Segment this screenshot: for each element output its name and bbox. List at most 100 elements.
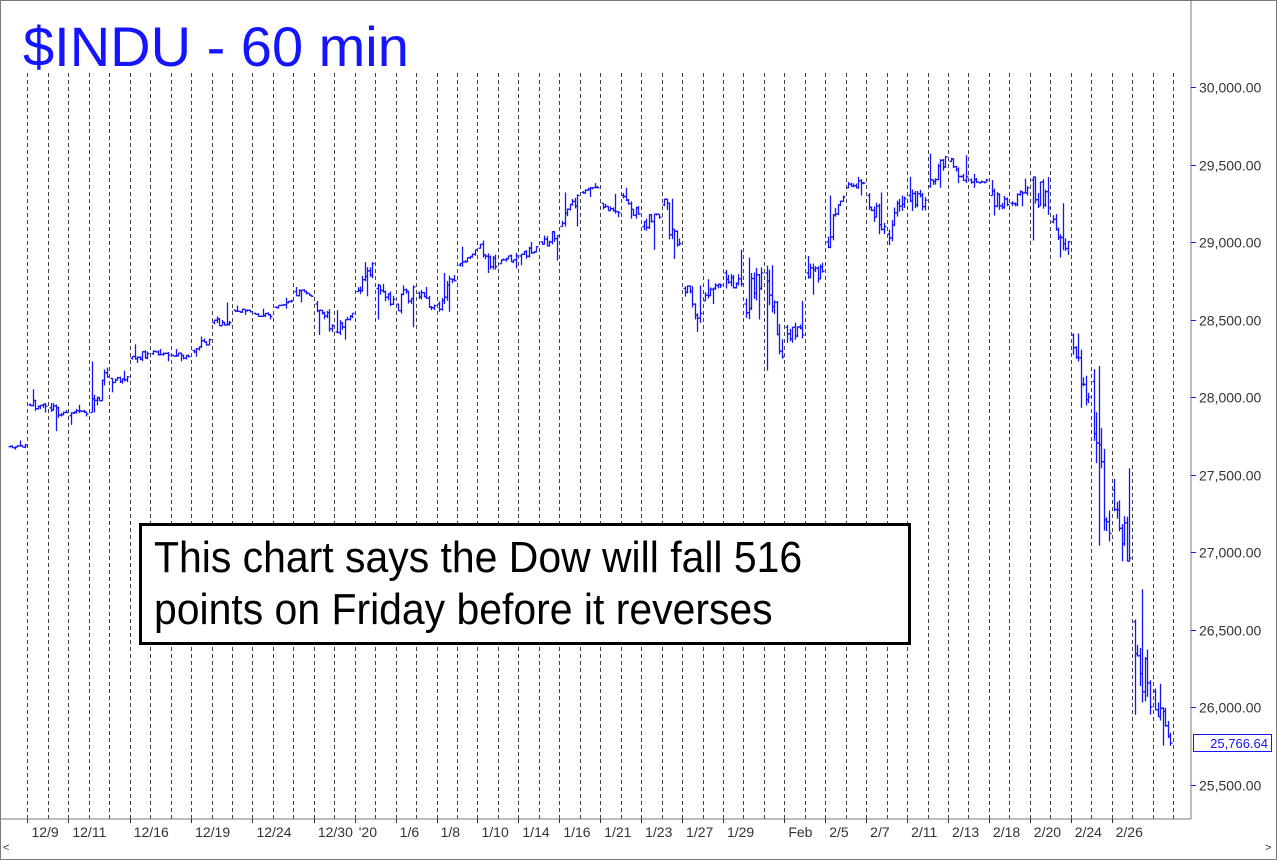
price-bar bbox=[437, 301, 442, 312]
price-bar bbox=[1002, 195, 1007, 209]
price-bars bbox=[8, 153, 1173, 746]
y-tick-label: 28,000.00 bbox=[1199, 390, 1261, 406]
x-tick-label: 1/8 bbox=[441, 824, 461, 840]
price-bar bbox=[1025, 186, 1030, 196]
price-bar bbox=[984, 178, 989, 183]
x-tick-label: 1/14 bbox=[522, 824, 549, 840]
price-bar bbox=[833, 207, 838, 217]
y-axis: 30,000.00 29,500.00 29,000.00 28,500.00 28,0… bbox=[1191, 80, 1261, 794]
scroll-right-arrow[interactable]: > bbox=[1265, 842, 1272, 854]
price-bar bbox=[207, 338, 212, 346]
price-bar bbox=[841, 195, 846, 203]
y-tick-label: 30,000.00 bbox=[1199, 80, 1261, 96]
y-tick-label: 29,000.00 bbox=[1199, 235, 1261, 251]
price-bar bbox=[199, 336, 204, 348]
price-bar bbox=[1133, 619, 1138, 715]
price-bar bbox=[493, 254, 498, 270]
price-bar bbox=[309, 294, 314, 297]
price-bar bbox=[105, 367, 110, 378]
price-bar bbox=[711, 287, 716, 304]
x-axis: 12/9 12/11 12/16 12/19 12/24 12/30 '20 1/6 1/8 1/… bbox=[27, 819, 1143, 840]
price-bar bbox=[248, 309, 253, 313]
price-bar bbox=[575, 194, 580, 227]
price-bar bbox=[1015, 193, 1020, 207]
price-bar bbox=[736, 274, 741, 286]
x-tick-label: 2/24 bbox=[1075, 824, 1102, 840]
price-bar bbox=[534, 245, 539, 253]
price-bar bbox=[1168, 732, 1173, 746]
price-bar bbox=[64, 409, 69, 414]
price-bar bbox=[616, 210, 621, 218]
x-tick-label: 1/16 bbox=[563, 824, 590, 840]
price-bar bbox=[43, 402, 48, 413]
price-bar bbox=[227, 320, 232, 326]
price-bar bbox=[636, 206, 641, 215]
x-tick-label: 2/20 bbox=[1034, 824, 1061, 840]
price-bar bbox=[677, 238, 682, 246]
price-bar bbox=[1066, 240, 1071, 255]
x-tick-label: 2/7 bbox=[870, 824, 890, 840]
x-tick-label: 1/6 bbox=[400, 824, 420, 840]
price-bar bbox=[800, 300, 805, 339]
x-tick-label: '20 bbox=[359, 824, 377, 840]
x-tick-label: 12/16 bbox=[134, 824, 169, 840]
x-tick-label: 1/10 bbox=[481, 824, 508, 840]
price-bar bbox=[1153, 688, 1158, 711]
x-tick-label: 2/11 bbox=[911, 824, 937, 840]
price-bar bbox=[861, 181, 866, 185]
x-tick-label: 12/9 bbox=[31, 824, 58, 840]
price-bar bbox=[1107, 510, 1112, 542]
annotation-line-2: points on Friday before it reverses bbox=[154, 585, 773, 634]
price-bar bbox=[902, 196, 907, 208]
x-tick-label: 12/19 bbox=[195, 824, 230, 840]
price-bar bbox=[432, 304, 437, 311]
price-bar bbox=[759, 267, 764, 291]
price-bar bbox=[882, 222, 887, 235]
price-bar bbox=[84, 411, 89, 417]
price-bar bbox=[411, 285, 416, 328]
price-bar bbox=[330, 324, 335, 332]
price-bar bbox=[703, 292, 708, 302]
price-bar bbox=[570, 199, 575, 206]
chart-title: $INDU - 60 min bbox=[23, 15, 409, 78]
price-bar bbox=[613, 193, 618, 214]
price-bar bbox=[473, 249, 478, 256]
price-bar bbox=[69, 412, 74, 425]
price-bar bbox=[294, 286, 299, 297]
price-bar bbox=[928, 153, 933, 188]
price-bar bbox=[289, 299, 294, 303]
price-bar bbox=[920, 192, 925, 211]
x-tick-label: Feb bbox=[788, 824, 812, 840]
session-gridlines bbox=[27, 73, 1174, 819]
price-bar bbox=[859, 179, 864, 196]
price-bar bbox=[555, 235, 560, 261]
price-bar bbox=[657, 213, 662, 219]
x-tick-label: 1/29 bbox=[727, 824, 754, 840]
x-tick-label: 12/24 bbox=[256, 824, 291, 840]
price-bar bbox=[1046, 176, 1051, 215]
price-bar bbox=[923, 197, 928, 211]
price-bar bbox=[460, 246, 465, 267]
price-bar bbox=[595, 185, 600, 189]
price-bar bbox=[698, 285, 703, 323]
last-price-badge: 25,766.64 bbox=[1193, 734, 1272, 752]
annotation-line-1: This chart says the Dow will fall 516 bbox=[154, 533, 803, 582]
price-bar bbox=[370, 262, 375, 279]
price-bar bbox=[350, 312, 355, 319]
price-bar bbox=[943, 155, 948, 169]
y-tick-label: 29,500.00 bbox=[1199, 158, 1261, 174]
x-tick-label: 1/27 bbox=[686, 824, 713, 840]
price-bar bbox=[621, 192, 626, 199]
y-tick-label: 25,500.00 bbox=[1199, 778, 1261, 794]
price-bar bbox=[652, 213, 657, 250]
price-bar bbox=[739, 249, 744, 287]
price-bar bbox=[383, 290, 388, 302]
price-bar bbox=[964, 155, 969, 184]
x-tick-label: 2/18 bbox=[993, 824, 1020, 840]
price-bar bbox=[1071, 333, 1076, 355]
price-bar bbox=[335, 310, 340, 334]
x-tick-label: 12/30 bbox=[318, 824, 353, 840]
scroll-left-arrow[interactable]: < bbox=[3, 842, 10, 854]
